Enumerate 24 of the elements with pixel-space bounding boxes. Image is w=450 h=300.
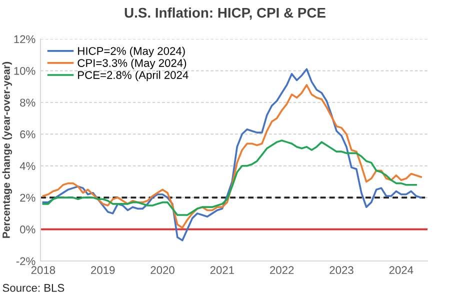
y-tick-label: 0% bbox=[20, 226, 36, 234]
source-note: Source: BLS bbox=[2, 284, 64, 292]
y-tick-label: 4% bbox=[20, 162, 36, 170]
x-tick-label: 2024 bbox=[389, 266, 414, 274]
x-tick-label: 2023 bbox=[330, 266, 354, 274]
x-tick-label: 2019 bbox=[91, 266, 115, 274]
legend-label: PCE=2.8% (April 2024 bbox=[78, 70, 188, 82]
x-tick-label: 2022 bbox=[270, 266, 294, 274]
x-tick-label: 2018 bbox=[31, 266, 56, 274]
line-series bbox=[42, 140, 417, 216]
y-tick-label: 12% bbox=[14, 35, 36, 44]
y-tick-label: 10% bbox=[14, 66, 36, 75]
y-axis-title: Percentage change (year-over-year) bbox=[2, 62, 12, 238]
y-tick-label: 8% bbox=[20, 98, 36, 107]
y-tick-label: 2% bbox=[20, 194, 36, 202]
legend-label: HICP=2% (May 2024) bbox=[78, 46, 185, 58]
y-tick-label: 6% bbox=[20, 130, 36, 138]
line-series bbox=[42, 68, 422, 242]
chart-title: U.S. Inflation: HICP, CPI & PCE bbox=[124, 8, 326, 20]
y-tick-label: -2% bbox=[16, 257, 36, 266]
line-series bbox=[42, 84, 422, 229]
x-tick-label: 2021 bbox=[210, 266, 234, 274]
x-tick-label: 2020 bbox=[150, 266, 174, 274]
legend-label: CPI=3.3% (May 2024) bbox=[78, 58, 186, 70]
